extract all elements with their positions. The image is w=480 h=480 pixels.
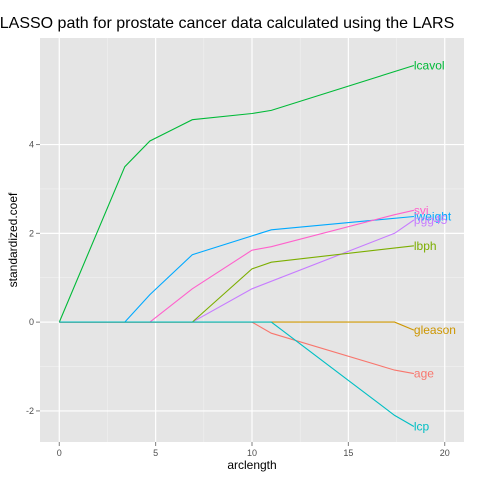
y-tick-label: 2 — [29, 228, 34, 238]
x-tick-label: 20 — [440, 448, 450, 458]
y-tick-label: -2 — [26, 406, 34, 416]
series-label-lcp: lcp — [414, 419, 430, 433]
series-label-svi: svi — [414, 203, 429, 217]
x-tick-label: 10 — [247, 448, 257, 458]
series-label-gleason: gleason — [414, 323, 456, 337]
series-label-lbph: lbph — [414, 239, 437, 253]
series-line-lcavol — [58, 64, 415, 323]
x-axis-ticks: 0 5 10 15 20 — [57, 442, 450, 458]
x-tick-label: 15 — [343, 448, 353, 458]
y-tick-label: 4 — [29, 140, 34, 150]
series-label-pgg45: pgg45 — [414, 213, 448, 227]
series-label-lcavol: lcavol — [414, 59, 445, 73]
chart-title: LASSO path for prostate cancer data calc… — [0, 15, 454, 32]
y-axis-label: standardized.coef — [6, 192, 20, 287]
y-tick-label: 0 — [29, 317, 34, 327]
x-tick-label: 0 — [57, 448, 62, 458]
series-label-lweight: lweight — [414, 209, 452, 223]
x-axis-label: arclength — [227, 458, 276, 472]
series-label-age: age — [414, 367, 434, 381]
series-line-lcp — [59, 321, 415, 427]
y-axis-ticks: -2 0 2 4 — [26, 140, 40, 416]
series-lines — [58, 64, 415, 427]
x-tick-label: 5 — [153, 448, 158, 458]
